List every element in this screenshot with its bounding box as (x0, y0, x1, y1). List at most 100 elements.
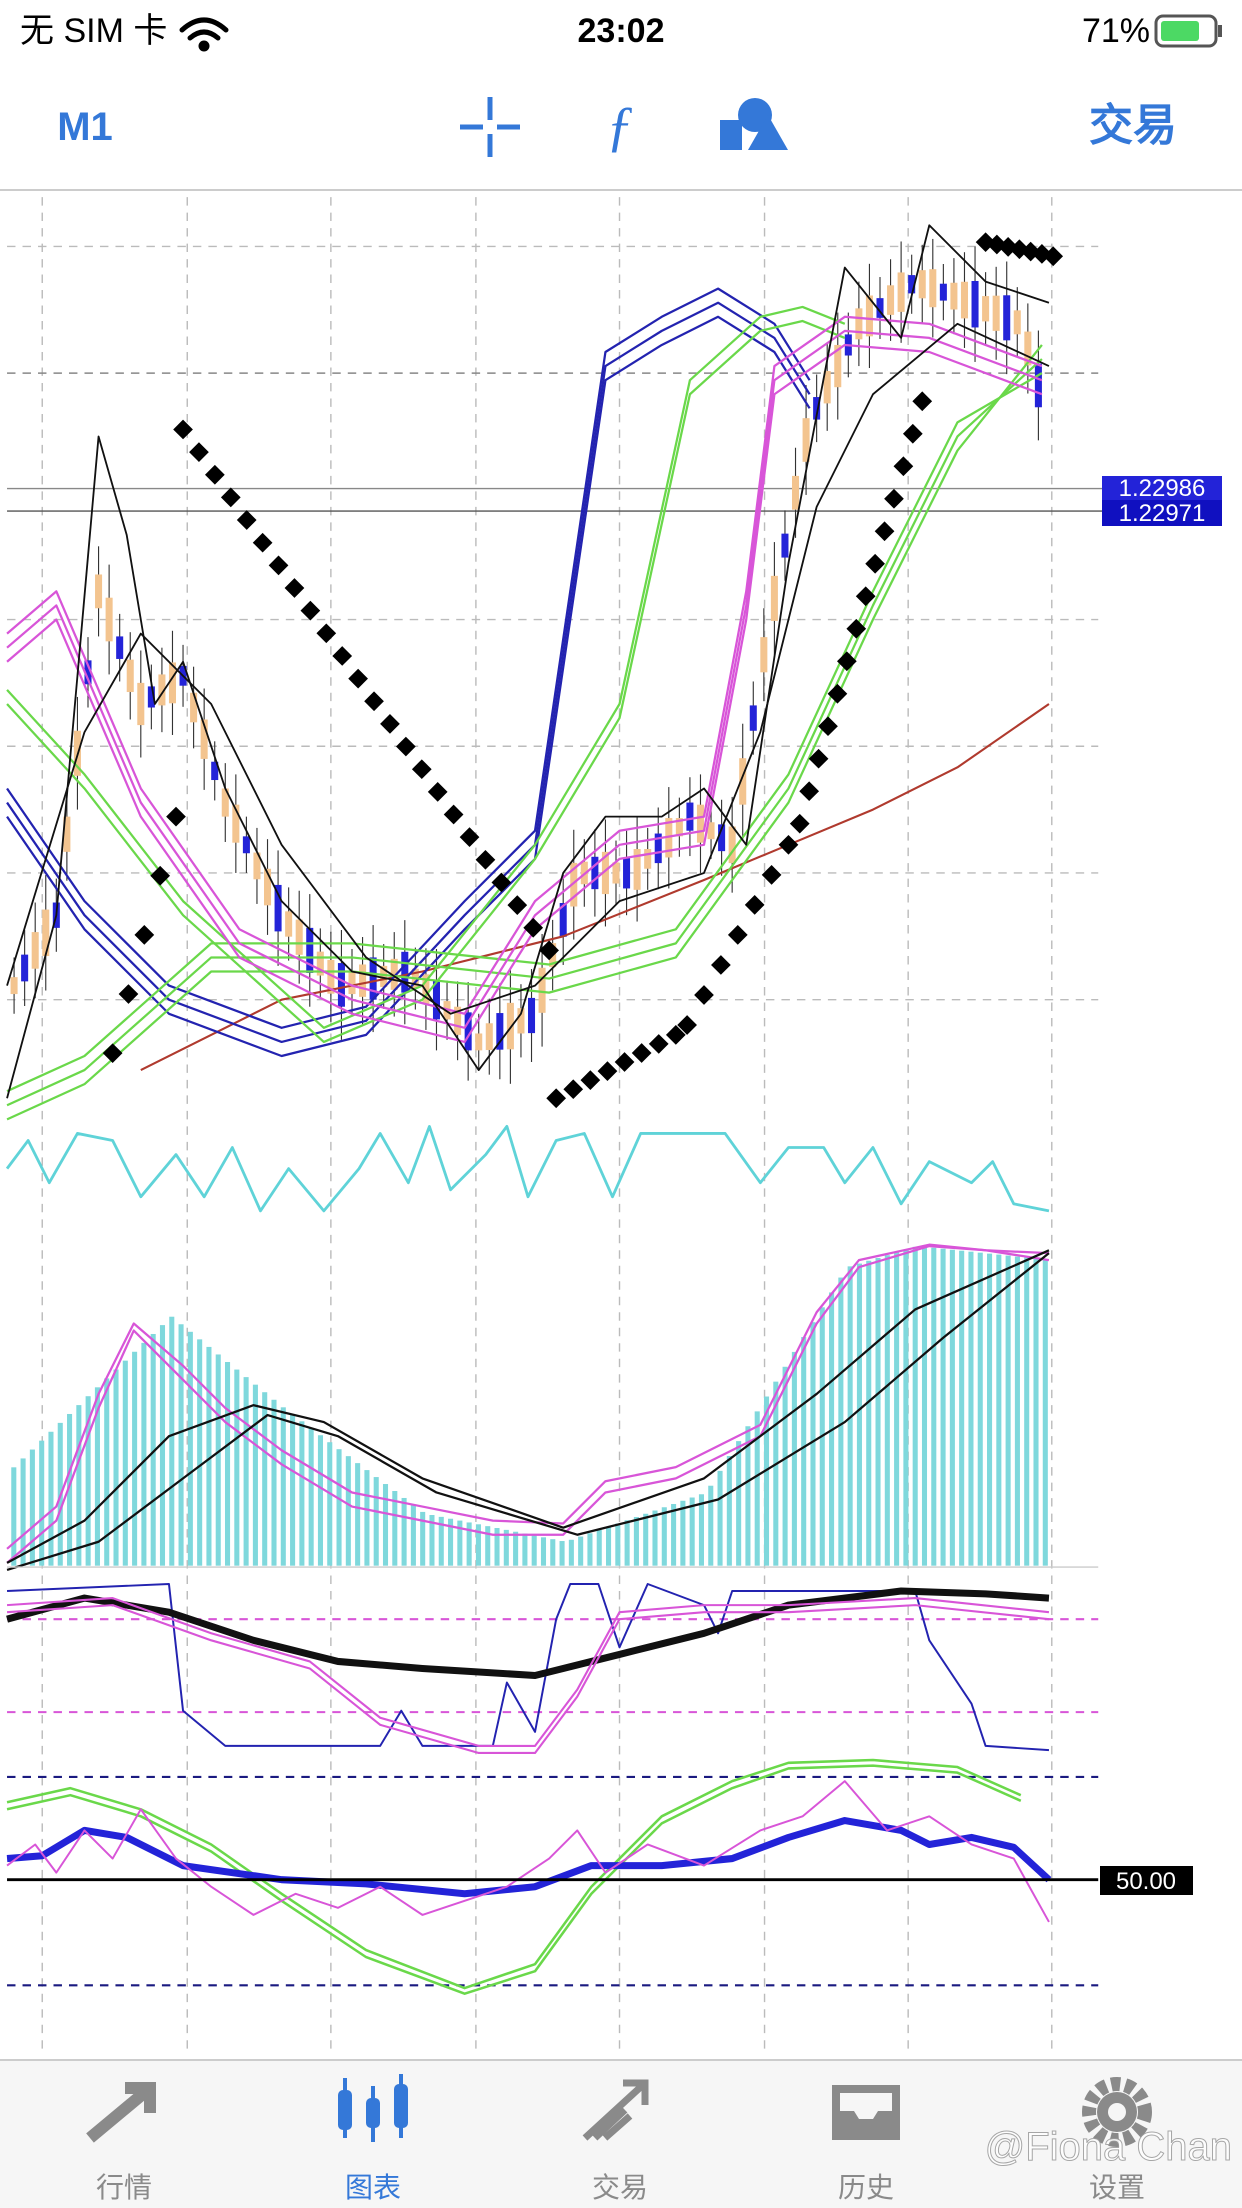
candle-body (380, 965, 388, 988)
histogram-bar (596, 1530, 602, 1566)
candle-body (728, 826, 736, 864)
histogram-bar (308, 1428, 314, 1566)
histogram-bar (708, 1485, 714, 1566)
candle-body (971, 280, 979, 328)
sar-dot (912, 391, 933, 412)
histogram-bar (345, 1456, 351, 1566)
candle-body (760, 637, 768, 673)
sar-dot (189, 442, 209, 462)
candle-body (137, 682, 145, 726)
candle-body (601, 851, 609, 895)
candle-body (390, 958, 398, 990)
settings-tab[interactable]: 设置 (1082, 2077, 1152, 2203)
histogram-bar (959, 1250, 965, 1566)
histogram-bar (11, 1467, 17, 1566)
sar-dot (252, 532, 273, 553)
sar-dot (884, 488, 904, 509)
histogram-bar (392, 1491, 398, 1566)
histogram-bar (429, 1515, 435, 1566)
histogram-bar (624, 1520, 630, 1566)
candle-body (31, 932, 39, 969)
histogram-bar (94, 1387, 100, 1566)
histogram-bar (680, 1500, 686, 1566)
crosshair-button[interactable] (460, 97, 520, 157)
tab-label: 图表 (345, 2172, 401, 2203)
trade-button[interactable]: 交易 (1089, 101, 1177, 150)
histogram-bar (698, 1494, 704, 1566)
candle-body (897, 272, 905, 312)
candle-body (950, 282, 958, 310)
histogram-bar (884, 1255, 890, 1566)
sar-dot (855, 586, 876, 607)
objects-button[interactable] (720, 98, 788, 150)
histogram-bar (224, 1362, 231, 1566)
histogram-bar (996, 1254, 1002, 1566)
candle-body (675, 818, 683, 837)
histogram-bar (280, 1407, 286, 1566)
candle-body (834, 344, 842, 388)
histogram-bar (987, 1253, 993, 1566)
timeframe-button[interactable]: M1 (57, 105, 113, 149)
rsi-green (6, 1758, 1022, 1995)
price-label-box (1102, 500, 1222, 526)
sar-dot (220, 487, 241, 508)
candle-body (348, 971, 356, 995)
candle-body (1013, 310, 1021, 335)
candle-body (718, 824, 726, 852)
candle-body (1034, 363, 1042, 408)
histogram-bar (178, 1324, 184, 1566)
histogram-bar (39, 1440, 45, 1566)
tab-label: 设置 (1089, 2172, 1145, 2203)
battery-percent: 71% (1082, 12, 1150, 50)
candle-body (63, 816, 71, 852)
candle-body (10, 977, 18, 995)
histogram-bar (234, 1369, 240, 1566)
candle-body (887, 285, 895, 315)
histogram-bar (299, 1421, 305, 1566)
histogram-bar (159, 1325, 166, 1566)
candle-body (876, 298, 884, 318)
candle-body (147, 686, 155, 708)
watermark: @Fiona Chan (985, 2125, 1232, 2169)
candle-body (190, 692, 198, 723)
candle-body (359, 964, 367, 997)
candle-body (42, 909, 50, 957)
candle-body (422, 974, 430, 1004)
histogram-bar (76, 1405, 82, 1566)
candle-body (538, 967, 546, 1013)
histogram-bar (531, 1535, 537, 1566)
candle-body (992, 295, 1000, 331)
candle-body (612, 862, 620, 884)
sar-dot (789, 813, 810, 834)
histogram-bar (540, 1537, 547, 1566)
macd-histogram (11, 1246, 1048, 1566)
histogram-bar (921, 1246, 928, 1566)
history-tab[interactable]: 历史 (832, 2085, 900, 2203)
trade-tab[interactable]: 交易 (582, 2079, 649, 2203)
quotes-tab[interactable]: 行情 (86, 2082, 156, 2203)
indicators-button[interactable]: ƒ (606, 96, 634, 158)
candle-body (665, 818, 673, 858)
sar-dot (173, 419, 193, 440)
candle-body (707, 822, 715, 840)
histogram-bar (457, 1520, 463, 1566)
tab-label: 历史 (838, 2172, 894, 2203)
histogram-bar (503, 1529, 509, 1566)
level-lines (7, 1618, 1099, 1987)
histogram-bar (754, 1411, 760, 1566)
histogram-bar (67, 1413, 73, 1566)
candle-body (168, 662, 176, 704)
histogram-bar (364, 1470, 370, 1566)
clock: 23:02 (578, 12, 665, 50)
sar-dot (443, 804, 464, 825)
histogram-bar (745, 1426, 751, 1566)
candle-body (95, 574, 103, 609)
chart-tab[interactable]: 图表 (338, 2074, 408, 2203)
histogram-bar (615, 1523, 621, 1566)
candle-body (517, 1008, 525, 1034)
histogram-bar (466, 1522, 472, 1566)
histogram-bar (104, 1378, 110, 1566)
candle-body (939, 283, 947, 301)
histogram-bar (1014, 1256, 1020, 1566)
sar-dot (475, 849, 496, 870)
